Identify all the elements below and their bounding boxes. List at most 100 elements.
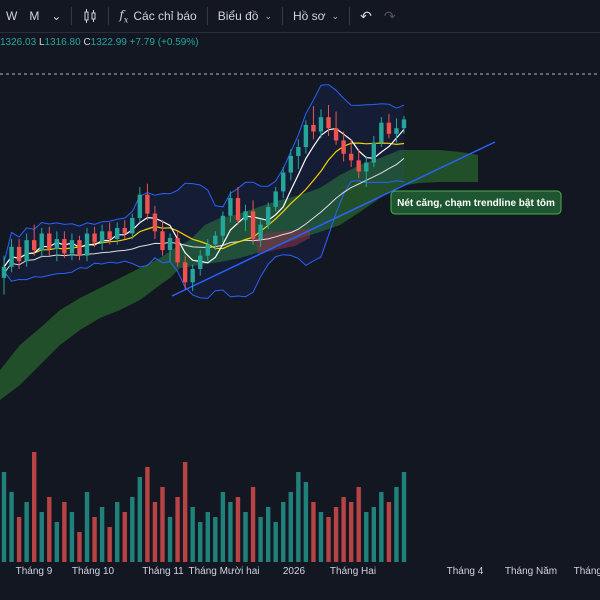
interval-w-button[interactable]: W [6,9,18,23]
toolbar-divider [71,7,73,25]
volume-bar [386,502,392,562]
bollinger-fill [4,84,404,299]
annotation-callout[interactable]: Nét căng, chạm trendline bật tôm [390,190,562,215]
candle [99,224,105,251]
volume-bar [175,497,180,562]
volume-bar [250,487,256,562]
candle [130,213,135,240]
x-tick-label: Tháng 9 [16,566,53,577]
volume-bar [24,502,29,562]
undo-icon: ↶ [360,7,372,24]
volume-bar [235,497,241,562]
ohlc-high-value: 1326.03 [0,37,37,48]
candle [47,226,52,256]
candle [115,222,120,245]
volume-bar [220,492,226,562]
candle [401,116,407,134]
volume-bar [273,522,278,562]
candles-icon [84,9,96,23]
volume-bar [115,502,120,562]
volume-bar [348,502,354,562]
candle [182,255,188,289]
profile-menu-label: Hồ sơ [292,9,326,23]
trendline[interactable] [171,141,496,297]
chevron-down-icon: ⌄ [331,10,340,21]
chart-type-button[interactable] [76,0,104,32]
candle [84,227,90,262]
interval-dropdown[interactable]: ⌄ [45,0,67,32]
volume-bar [394,487,399,562]
candle [175,231,180,267]
volume-bar [39,512,44,562]
volume-bar [182,462,188,562]
candle [273,186,278,212]
chart-menu-label: Biểu đồ [217,9,259,23]
undo-button[interactable]: ↶ [354,0,378,32]
candle [167,233,173,262]
volume-bar [152,502,158,562]
indicators-button[interactable]: fx Các chỉ báo [113,0,202,32]
candle [54,231,60,262]
toolbar-divider [108,7,110,25]
chevron-down-icon: ⌄ [51,9,62,23]
candle [122,220,127,240]
volume-bar [130,497,135,562]
x-tick-label: Tháng Năm [505,566,557,577]
candle [288,149,293,181]
candle [107,222,112,245]
volume-bar [213,517,218,562]
candle [145,183,150,221]
volume-bar [379,492,384,562]
volume-bar [99,507,105,562]
volume-bar [69,512,75,562]
candle [303,120,309,154]
candle [326,104,331,136]
candle [341,131,346,162]
volume-bar [137,477,143,562]
candle [296,139,301,170]
ma-slow-line [3,158,405,274]
volume-bar [303,482,309,562]
toolbar-divider [206,7,208,25]
volume-bar [356,487,361,562]
candle [228,191,233,223]
volume-bar [62,502,67,562]
candles-layer [1,104,407,295]
interval-m-button[interactable]: M [29,9,40,23]
volume-bar [31,452,37,562]
volume-bar [326,517,331,562]
profile-menu-button[interactable]: Hồ sơ ⌄ [287,0,345,32]
volume-bar [107,527,112,562]
chart-menu-button[interactable]: Biểu đồ ⌄ [212,0,278,32]
candle [69,233,75,261]
candle [31,224,37,256]
volume-bar [1,472,7,562]
volume-bar [318,512,324,562]
candle [348,139,354,168]
candle [281,167,286,199]
volume-bar [288,492,293,562]
candle [62,231,67,258]
candle [1,255,7,295]
top-toolbar: W M ⌄ fx Các chỉ báo Biểu đồ ⌄ Hồ sơ ⌄ ↶… [0,0,600,33]
volume-bar [364,512,369,562]
candle [77,235,82,261]
volume-bar [92,517,97,562]
ohlc-close-value: 1322.99 [90,37,127,48]
candle [16,239,22,269]
redo-button[interactable]: ↷ [378,0,402,32]
x-tick-label: 2026 [283,566,306,577]
candle [356,149,361,179]
volume-bar [311,502,316,562]
volume-bar [281,502,286,562]
volume-bar [145,467,150,562]
ohlc-low-key: L [38,37,45,48]
x-tick-label: Tháng 6 [574,566,600,577]
bollinger-upper-line [3,84,405,263]
annotation-text: Nét căng, chạm trendline bật tôm [397,198,555,209]
volume-bar [205,512,210,562]
ichimoku-cloud-red [255,228,310,254]
x-tick-label: Tháng 4 [447,566,484,577]
candle [318,109,324,139]
